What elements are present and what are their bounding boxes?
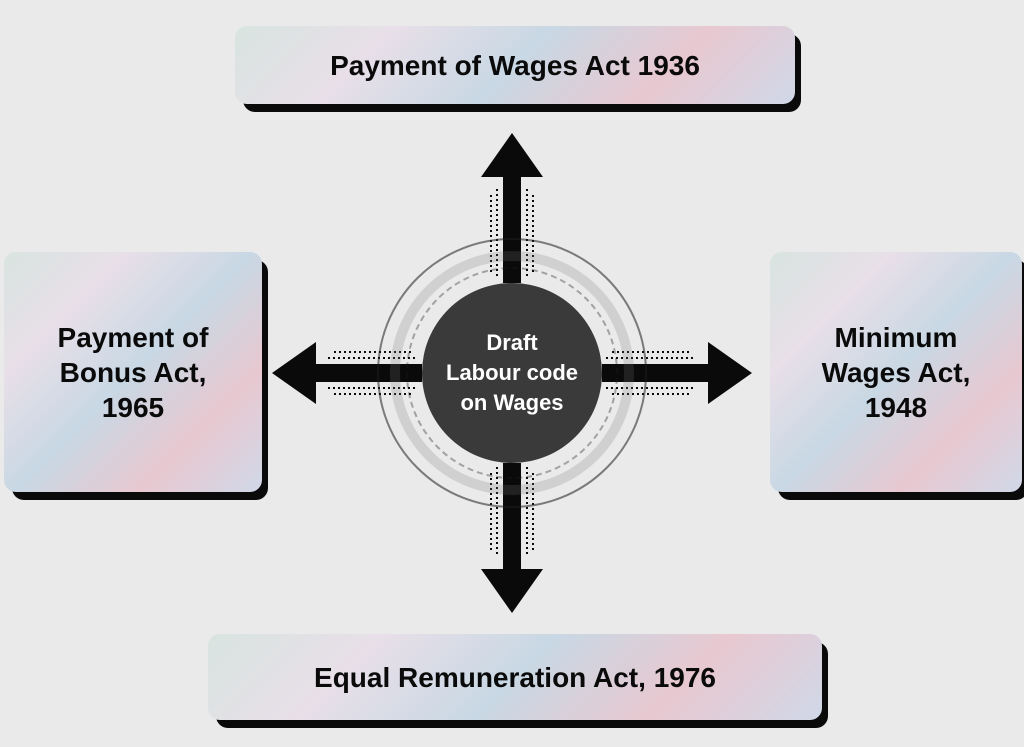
box-top: Payment of Wages Act 1936 xyxy=(235,26,795,104)
box-right-text: Minimum Wages Act, 1948 xyxy=(822,320,971,425)
box-left-text: Payment of Bonus Act, 1965 xyxy=(58,320,209,425)
box-bottom: Equal Remuneration Act, 1976 xyxy=(208,634,822,720)
center-text: Draft Labour code on Wages xyxy=(446,328,578,417)
box-right: Minimum Wages Act, 1948 xyxy=(770,252,1022,492)
center-core: Draft Labour code on Wages xyxy=(422,283,602,463)
center-hub: Draft Labour code on Wages xyxy=(362,223,662,523)
box-left: Payment of Bonus Act, 1965 xyxy=(4,252,262,492)
box-top-text: Payment of Wages Act 1936 xyxy=(330,48,700,83)
box-bottom-text: Equal Remuneration Act, 1976 xyxy=(314,660,716,695)
